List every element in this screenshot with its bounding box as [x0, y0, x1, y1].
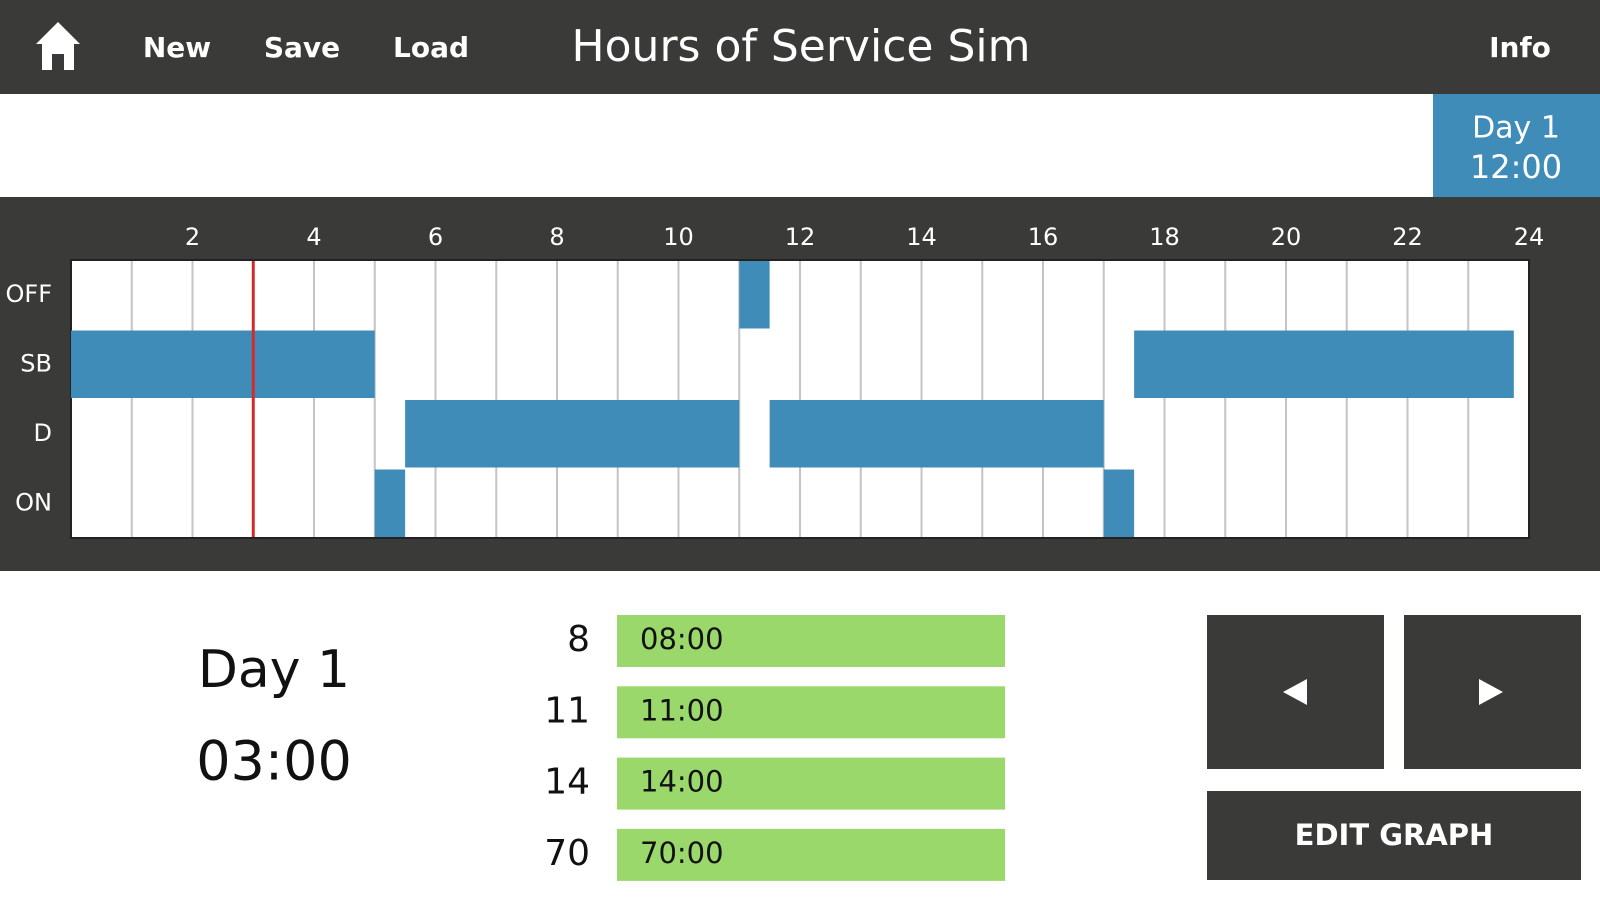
edit-button[interactable]	[1207, 791, 1581, 880]
x-tick-label: 14	[906, 223, 937, 251]
limit-bar	[617, 828, 1005, 881]
row-label: D	[34, 419, 52, 447]
limit-bar	[617, 615, 1005, 667]
duty-segment	[1134, 330, 1514, 398]
nav-new[interactable]: New	[143, 31, 211, 64]
x-tick-label: 6	[428, 223, 443, 251]
limit-remaining: 08:00	[640, 622, 724, 656]
next-icon	[1479, 679, 1503, 705]
x-tick-label: 20	[1271, 223, 1302, 251]
duty-segment	[405, 400, 740, 468]
limit-remaining: 70:00	[640, 836, 724, 870]
duty-segment	[71, 330, 375, 398]
limit-hours: 11	[544, 690, 590, 731]
x-tick-label: 2	[185, 223, 200, 251]
header-bar	[0, 0, 1600, 94]
prev-icon	[1283, 679, 1307, 705]
home-button[interactable]	[36, 22, 80, 70]
day-badge	[1433, 94, 1600, 197]
limit-bar	[617, 686, 1005, 739]
duty-segment	[374, 469, 406, 537]
limit-remaining: 11:00	[640, 693, 724, 727]
limits: 8 08:00 11 11:00 14 14:00 70 70:00	[544, 615, 1005, 881]
nav-load[interactable]: Load	[393, 31, 469, 64]
nav-save[interactable]: Save	[264, 31, 340, 64]
x-tick-label: 8	[549, 223, 564, 251]
duty-segment	[769, 400, 1104, 468]
x-tick-label: 12	[785, 223, 816, 251]
x-tick-label: 4	[306, 223, 321, 251]
summary-day: Day 1	[198, 640, 350, 700]
duty-segment	[739, 261, 770, 329]
x-tick-label: 10	[663, 223, 694, 251]
limit-hours: 70	[544, 833, 590, 874]
limit-bar	[617, 757, 1005, 810]
row-label: ON	[15, 488, 52, 516]
x-tick-label: 24	[1514, 223, 1545, 251]
prev-button[interactable]	[1207, 615, 1384, 769]
limit-remaining: 14:00	[640, 765, 724, 799]
nav-info[interactable]: Info	[1489, 31, 1551, 64]
row-label: OFF	[6, 280, 53, 308]
limit-hours: 8	[567, 619, 590, 660]
badge-day: Day 1	[1472, 111, 1560, 146]
x-tick-label: 22	[1392, 223, 1423, 251]
home-door	[52, 54, 64, 70]
home-icon[interactable]	[36, 22, 80, 70]
x-tick-label: 16	[1028, 223, 1059, 251]
duty-segment	[1103, 469, 1135, 537]
row-label: SB	[20, 349, 52, 377]
badge-time: 12:00	[1470, 148, 1562, 186]
edit-label[interactable]: EDIT GRAPH	[1295, 818, 1494, 852]
limit-hours: 14	[544, 762, 590, 803]
x-tick-label: 18	[1149, 223, 1180, 251]
summary-time: 03:00	[196, 730, 352, 793]
app-title: Hours of Service Sim	[572, 21, 1031, 72]
next-button[interactable]	[1404, 615, 1581, 769]
